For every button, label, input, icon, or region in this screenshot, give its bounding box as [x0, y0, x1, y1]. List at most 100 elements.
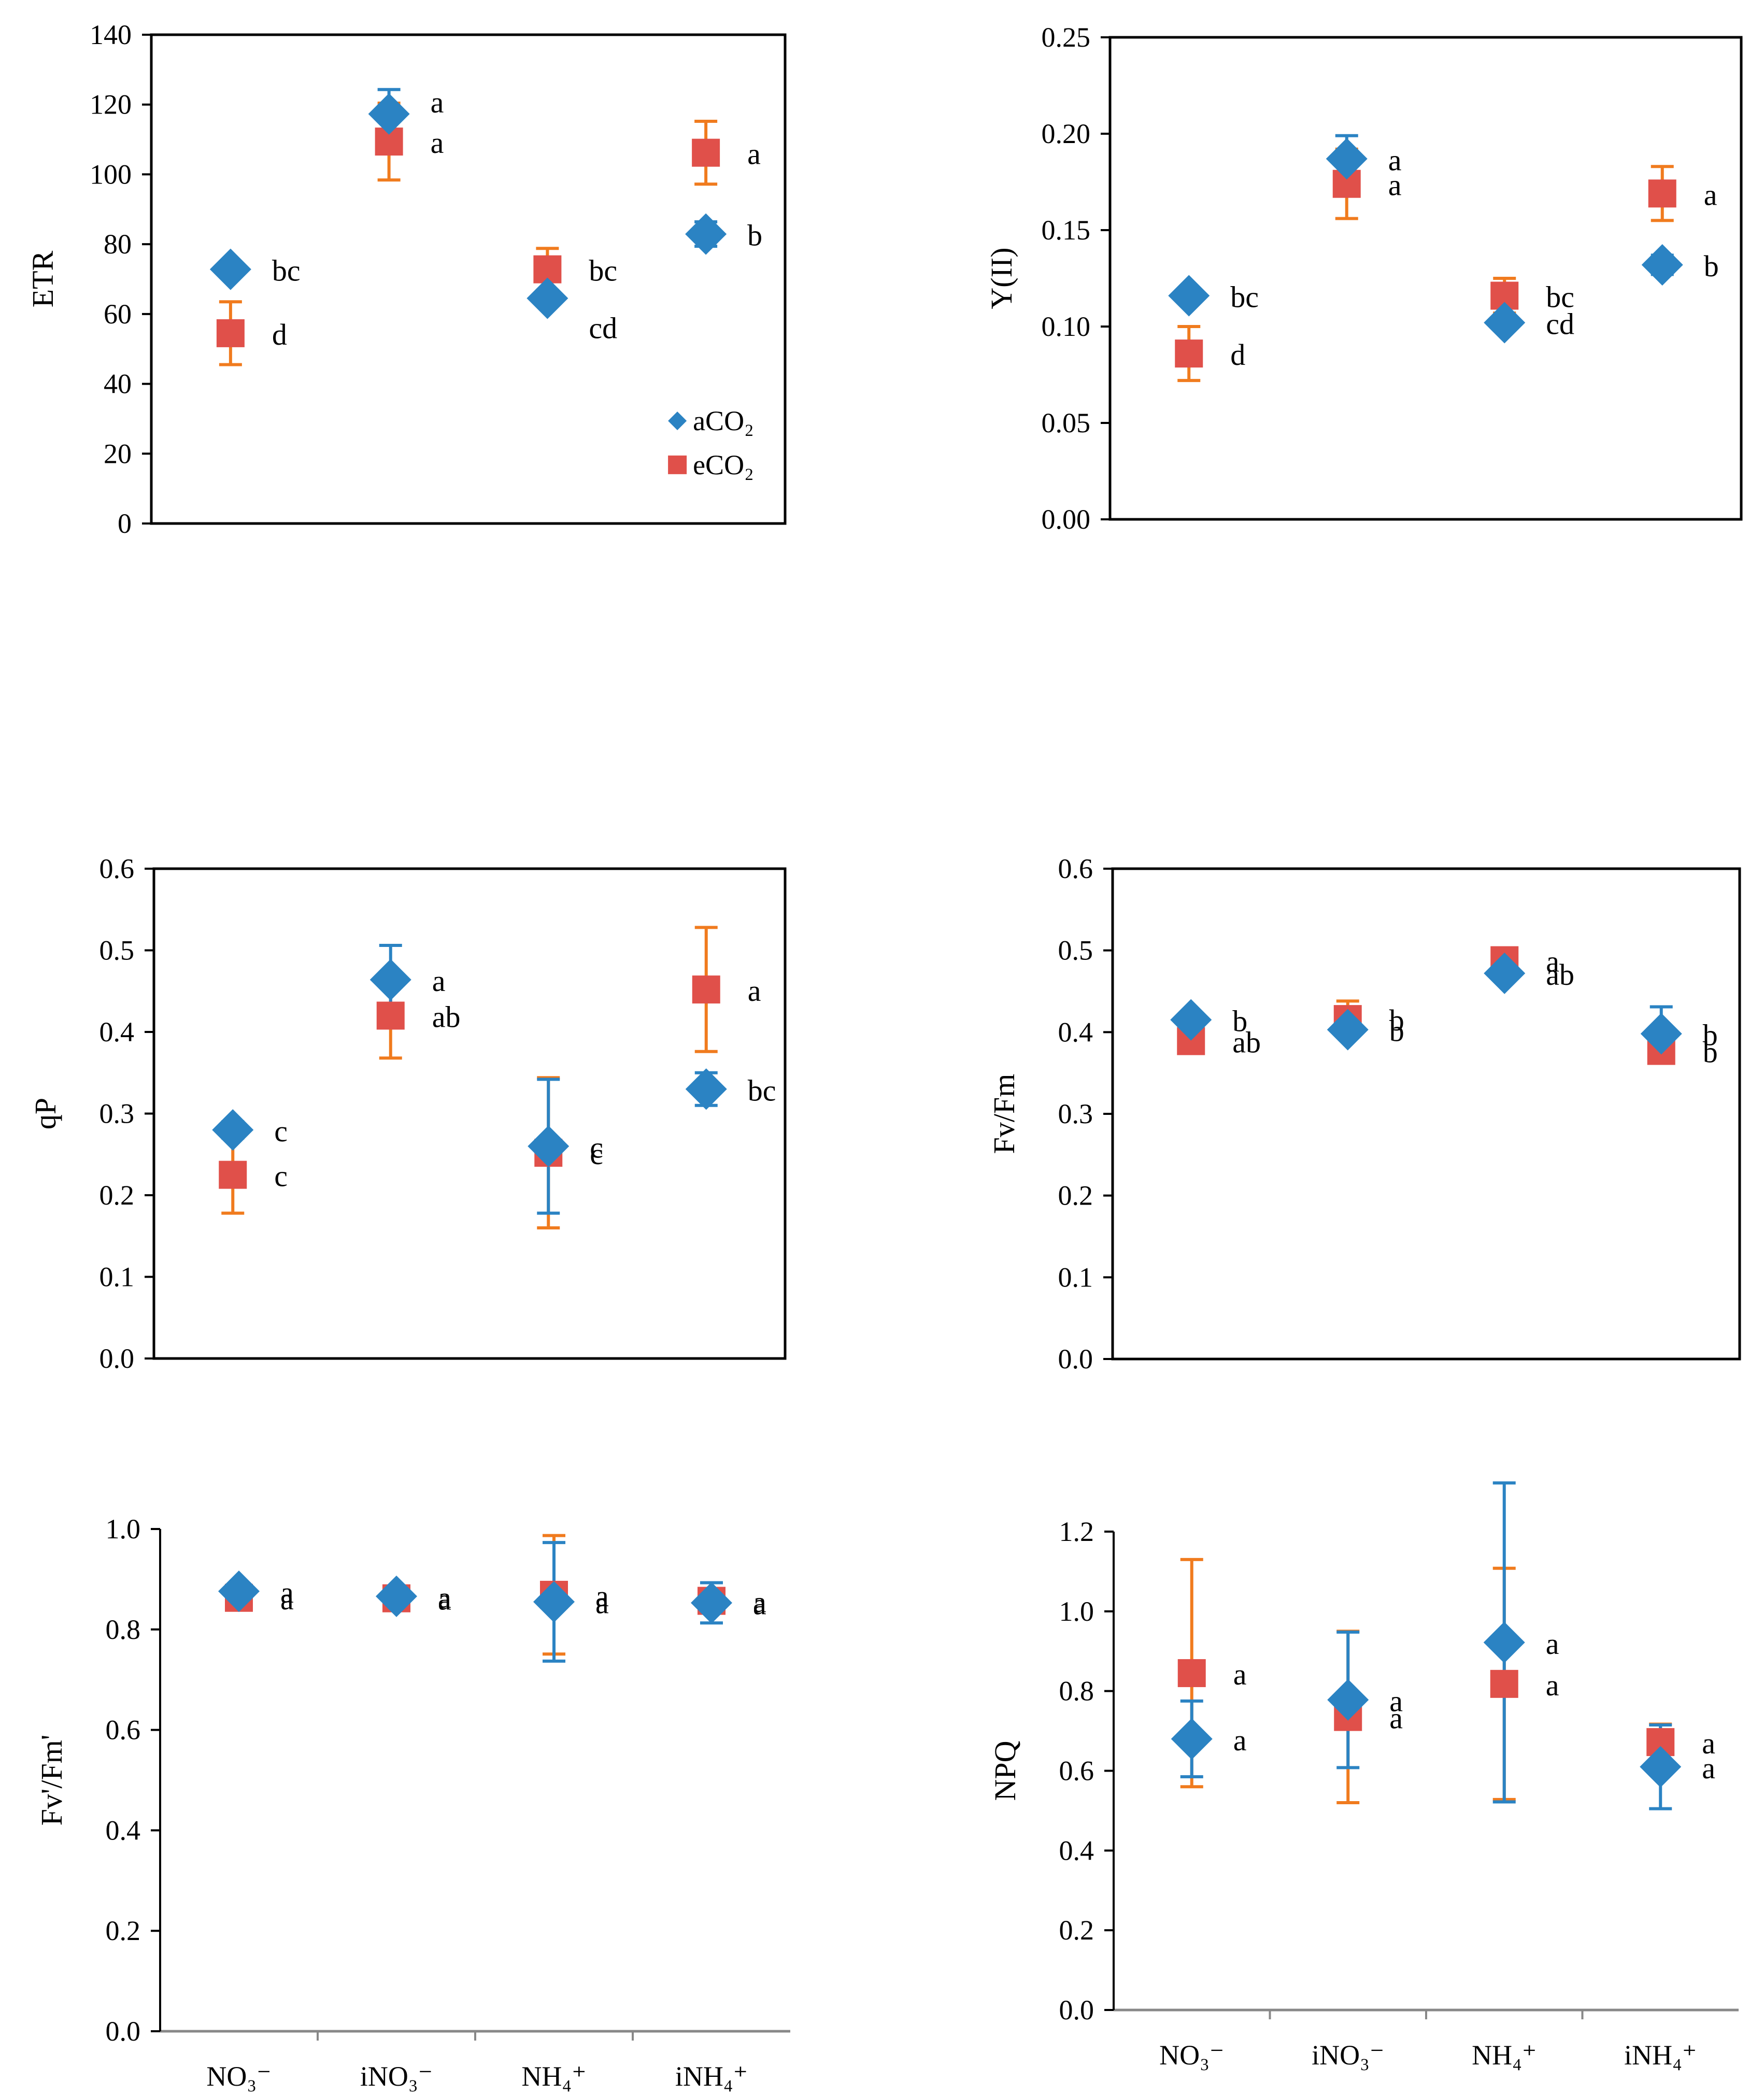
y-tick-label: 60 [104, 299, 132, 330]
significance-letter-aco2: cd [589, 312, 617, 345]
point-eco2 [1490, 1669, 1518, 1698]
legend-marker-aco2 [668, 411, 687, 430]
x-tick-label: iNH₄⁺ [1624, 2040, 1697, 2071]
y-tick-label: 0.1 [1058, 1262, 1093, 1293]
y-tick-label: 0.00 [1042, 504, 1091, 535]
significance-letter-eco2: bc [1546, 280, 1574, 314]
significance-letter-aco2: b [1703, 1018, 1718, 1052]
y-axis-title: NPQ [988, 1740, 1022, 1801]
significance-letter-aco2: bc [1230, 280, 1259, 314]
significance-letter-eco2: a [1704, 178, 1717, 211]
y-tick-label: 1.0 [106, 1513, 141, 1545]
point-eco2 [216, 319, 245, 347]
point-aco2 [1326, 138, 1368, 180]
y-axis-title: ETR [26, 250, 60, 307]
y-axis-title: qP [29, 1098, 62, 1129]
y-tick-label: 0.4 [1058, 1016, 1093, 1048]
y-tick-label: 1.0 [1059, 1596, 1094, 1627]
significance-letter-aco2: b [1389, 1014, 1404, 1048]
significance-letter-eco2: d [272, 318, 287, 351]
significance-letter-eco2: a [1388, 168, 1402, 202]
y-tick-label: 120 [90, 89, 132, 120]
significance-letter-eco2: c [590, 1137, 603, 1171]
plot-frame [1111, 867, 1741, 1361]
significance-letter-aco2: a [1233, 1723, 1247, 1757]
significance-letter-eco2: c [274, 1159, 288, 1193]
point-aco2 [1484, 302, 1526, 344]
significance-letter-eco2: a [1233, 1658, 1247, 1691]
plot-frame [152, 867, 787, 1360]
point-aco2 [685, 213, 727, 255]
y-tick-label: 0.4 [1059, 1835, 1094, 1866]
point-aco2 [1484, 952, 1526, 994]
plot-frame [1108, 36, 1743, 521]
y-tick-label: 0.2 [99, 1180, 135, 1211]
point-eco2 [692, 138, 720, 167]
significance-letter-aco2: a [438, 1581, 451, 1615]
significance-letter-aco2: bc [748, 1073, 776, 1107]
significance-letter-eco2: a [1546, 945, 1559, 979]
legend-label-eco2: eCO₂ [693, 449, 754, 480]
point-aco2 [212, 1109, 254, 1151]
significance-letter-aco2: b [747, 219, 762, 252]
point-aco2 [685, 1068, 727, 1110]
point-aco2 [1327, 1009, 1369, 1051]
significance-letter-aco2: a [1702, 1751, 1715, 1785]
significance-letter-eco2: a [1546, 1668, 1559, 1702]
significance-letter-aco2: a [280, 1576, 294, 1609]
point-aco2 [369, 959, 411, 1001]
significance-letter-aco2: a [1389, 1685, 1403, 1718]
point-aco2 [218, 1570, 260, 1612]
point-aco2 [209, 248, 251, 290]
point-aco2 [527, 277, 568, 319]
y-tick-label: 0.1 [99, 1262, 135, 1293]
y-tick-label: 0.8 [1059, 1676, 1094, 1707]
significance-letter-eco2: a [1702, 1726, 1715, 1760]
x-tick-label: iNO₃⁻ [1312, 2040, 1384, 2071]
point-eco2 [692, 975, 720, 1004]
point-aco2 [368, 93, 410, 135]
significance-letter-aco2: a [1388, 143, 1402, 177]
point-aco2 [1170, 999, 1212, 1041]
y-tick-label: 0.25 [1042, 22, 1091, 53]
y-tick-label: 40 [104, 369, 132, 400]
y-tick-label: 0 [118, 508, 132, 539]
significance-letter-aco2: ab [1546, 958, 1574, 992]
y-tick-label: 80 [104, 229, 132, 260]
y-axis-title: Fv'/Fm' [35, 1735, 68, 1826]
significance-letter-eco2: a [438, 1583, 451, 1617]
significance-letter-eco2: a [753, 1586, 766, 1619]
panel-top-right: 0.00 0.05 0.10 0.15 0.20 0.25 Y(II) bc a cd b d a bc a [985, 22, 1743, 535]
point-aco2 [691, 1582, 732, 1624]
significance-letter-aco2: c [590, 1131, 603, 1165]
y-tick-label: 0.05 [1042, 407, 1091, 438]
y-tick-label: 1.2 [1059, 1516, 1094, 1547]
y-tick-label: 0.3 [99, 1098, 135, 1129]
significance-letter-eco2: a [280, 1582, 294, 1616]
significance-letter-eco2: a [747, 137, 761, 171]
significance-letter-aco2: c [274, 1114, 288, 1148]
significance-letter-aco2: a [1546, 1627, 1559, 1661]
panel-bottom-left: 0.0 0.2 0.4 0.6 0.8 1.0 Fv'/Fm' NO₃⁻ iNO₃⁻ NH₄⁺ iN… [35, 1513, 790, 2092]
point-aco2 [528, 1125, 570, 1167]
y-tick-label: 100 [90, 159, 132, 190]
significance-letter-eco2: ab [432, 1000, 461, 1034]
significance-letter-aco2: a [431, 86, 444, 119]
x-tick-label: NH₄⁺ [1472, 2040, 1537, 2071]
significance-letter-eco2: a [595, 1579, 609, 1613]
x-tick-label: NO₃⁻ [206, 2061, 271, 2092]
point-eco2 [376, 1001, 405, 1030]
point-aco2 [533, 1581, 575, 1623]
point-aco2 [1171, 1718, 1213, 1760]
point-eco2 [1648, 179, 1676, 208]
y-tick-label: 0.2 [1059, 1915, 1094, 1946]
significance-letter-aco2: b [1232, 1004, 1247, 1038]
point-aco2 [376, 1575, 417, 1617]
significance-letter-aco2: bc [272, 254, 301, 288]
significance-letter-aco2: a [753, 1587, 766, 1621]
point-aco2 [1641, 244, 1683, 286]
x-tick-label: iNO₃⁻ [360, 2061, 433, 2092]
significance-letter-aco2: b [1704, 249, 1719, 283]
point-eco2 [219, 1160, 247, 1189]
